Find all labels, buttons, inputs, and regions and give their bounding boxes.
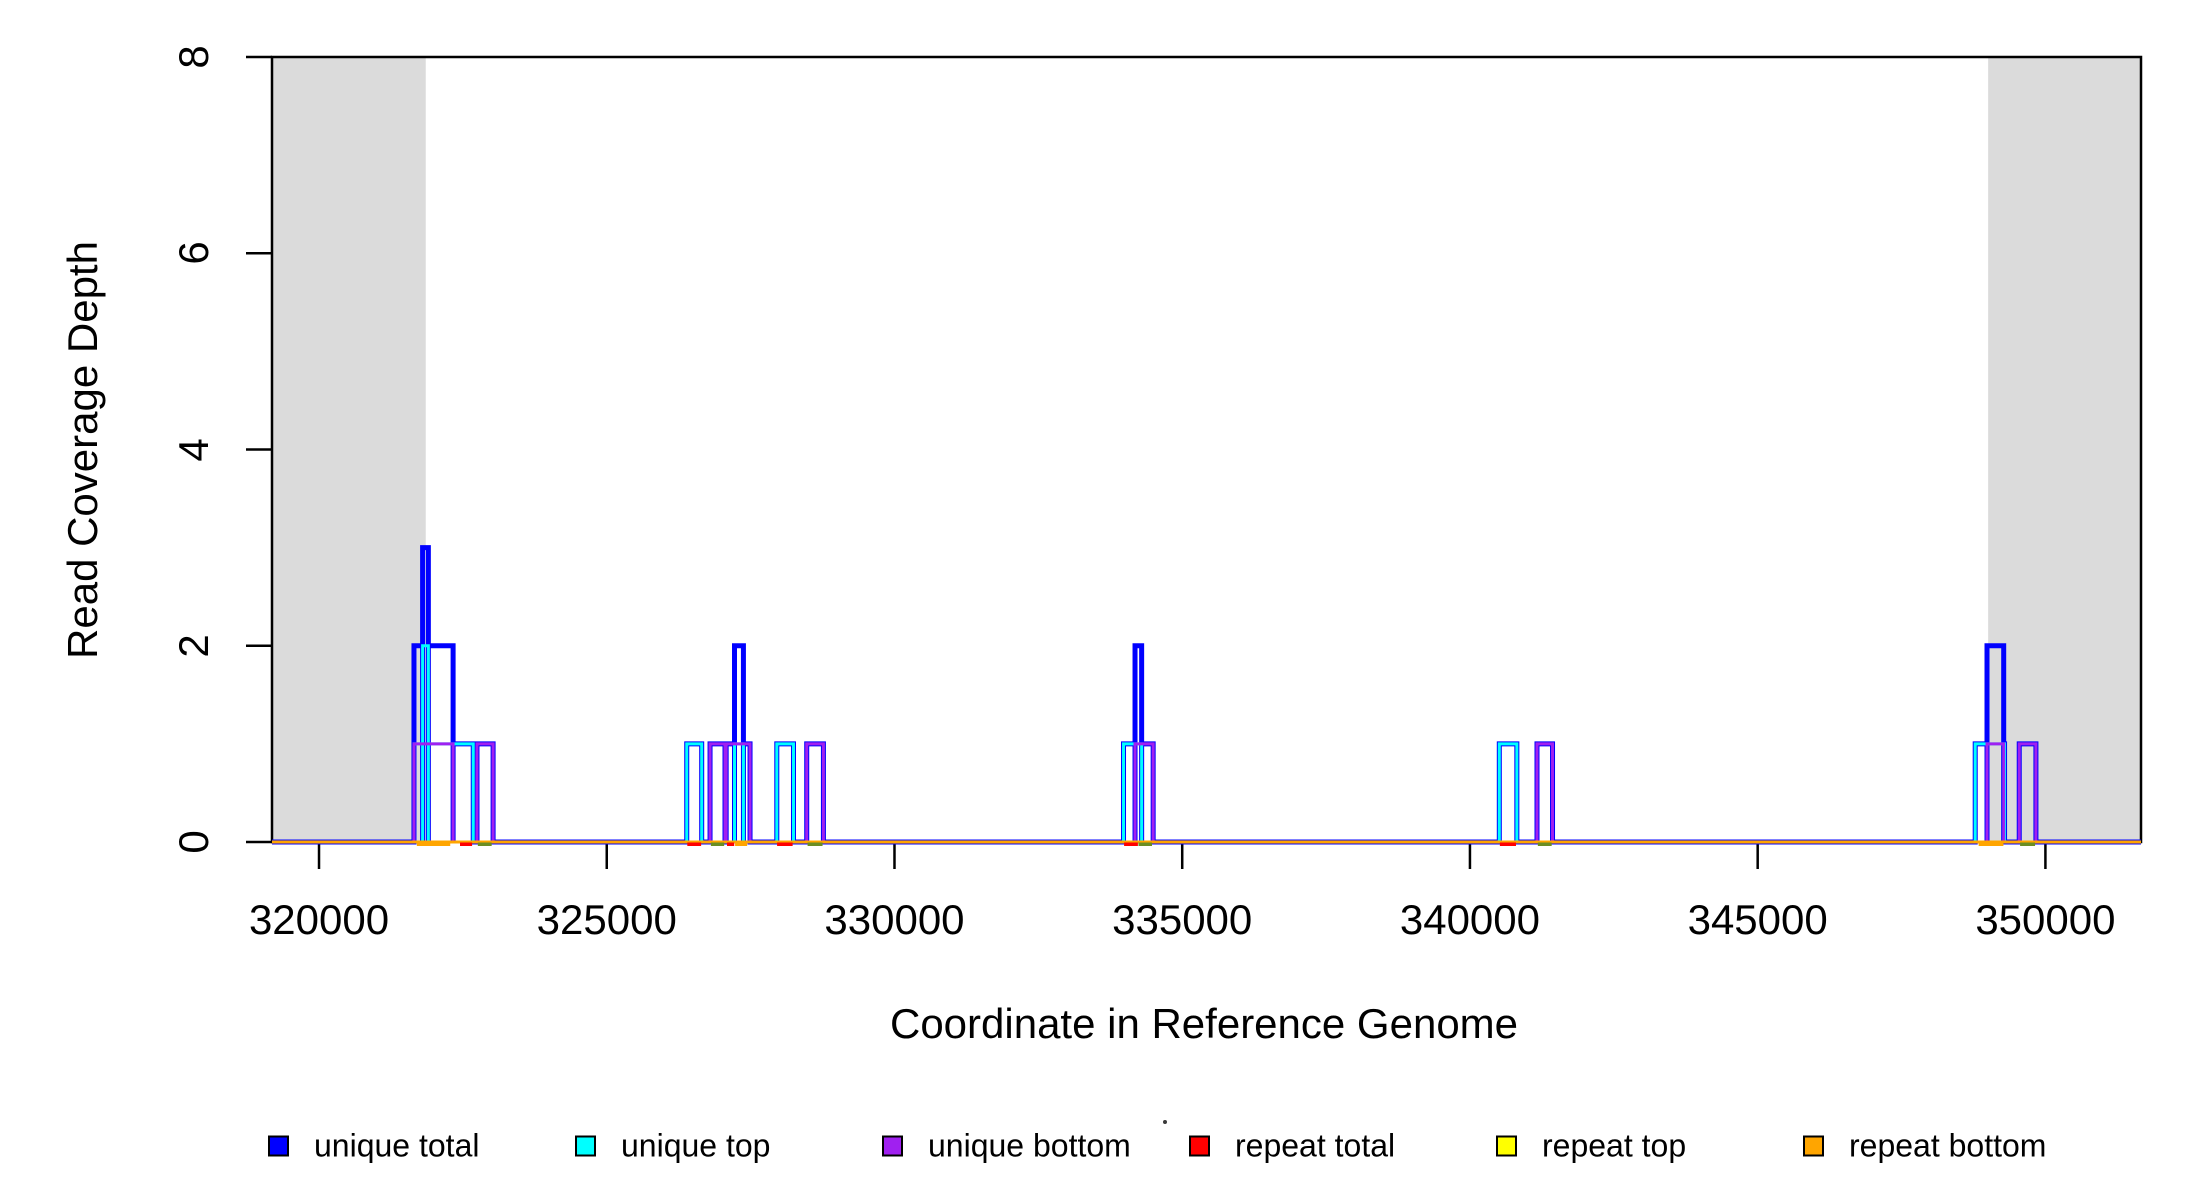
legend-label: unique total bbox=[314, 1127, 480, 1164]
legend-swatch-icon bbox=[268, 1135, 289, 1157]
series-unique-total bbox=[272, 545, 2141, 845]
stray-dot bbox=[1163, 1120, 1167, 1124]
x-axis-title: Coordinate in Reference Genome bbox=[889, 1000, 1519, 1047]
baseline-accent bbox=[1978, 842, 2004, 846]
baseline-accent bbox=[477, 842, 492, 846]
baseline-accent bbox=[2020, 842, 2036, 846]
legend-swatch-icon bbox=[1803, 1135, 1824, 1157]
baseline-accent bbox=[777, 842, 793, 846]
x-tick-label: 330000 bbox=[824, 896, 965, 943]
baseline-accent bbox=[735, 842, 748, 846]
legend-swatch-icon bbox=[575, 1135, 596, 1157]
x-tick-label: 335000 bbox=[1112, 896, 1253, 943]
legend-swatch-icon bbox=[882, 1135, 903, 1157]
baseline-accent bbox=[416, 842, 451, 846]
legend-swatch-icon bbox=[1496, 1135, 1517, 1157]
legend-label: repeat top bbox=[1542, 1127, 1687, 1164]
baseline-accent bbox=[807, 842, 823, 846]
legend-label: unique top bbox=[621, 1127, 771, 1164]
x-tick-label: 345000 bbox=[1687, 896, 1828, 943]
x-tick-label: 340000 bbox=[1399, 896, 1541, 943]
y-tick-label: 0 bbox=[170, 830, 217, 854]
baseline-accent bbox=[710, 842, 725, 846]
shaded-region bbox=[1988, 58, 2141, 842]
baseline-accent bbox=[687, 842, 702, 846]
legend-label: unique bottom bbox=[928, 1127, 1131, 1164]
legend-swatch-icon bbox=[1189, 1135, 1210, 1157]
shaded-region bbox=[272, 58, 426, 842]
y-tick-label: 8 bbox=[170, 45, 217, 69]
y-tick-label: 2 bbox=[170, 634, 217, 658]
baseline-accent bbox=[727, 842, 735, 846]
x-tick-label: 350000 bbox=[1975, 896, 2116, 943]
baseline-accent bbox=[1124, 842, 1138, 846]
x-tick-label: 325000 bbox=[536, 896, 677, 943]
baseline-accent bbox=[1537, 842, 1552, 846]
plot-border bbox=[270, 55, 2143, 844]
series-unique-top bbox=[272, 644, 2141, 844]
x-tick-label: 320000 bbox=[248, 896, 390, 943]
y-tick-label: 6 bbox=[170, 241, 217, 265]
y-axis-title: Read Coverage Depth bbox=[59, 241, 106, 659]
series-unique-bottom bbox=[272, 742, 2141, 844]
legend-label: repeat total bbox=[1235, 1127, 1396, 1164]
baseline-accent bbox=[1138, 842, 1153, 846]
y-tick-label: 4 bbox=[170, 437, 217, 462]
baseline-accent bbox=[1499, 842, 1516, 846]
baseline-accent bbox=[460, 842, 473, 846]
legend-label: repeat bottom bbox=[1849, 1127, 2047, 1164]
